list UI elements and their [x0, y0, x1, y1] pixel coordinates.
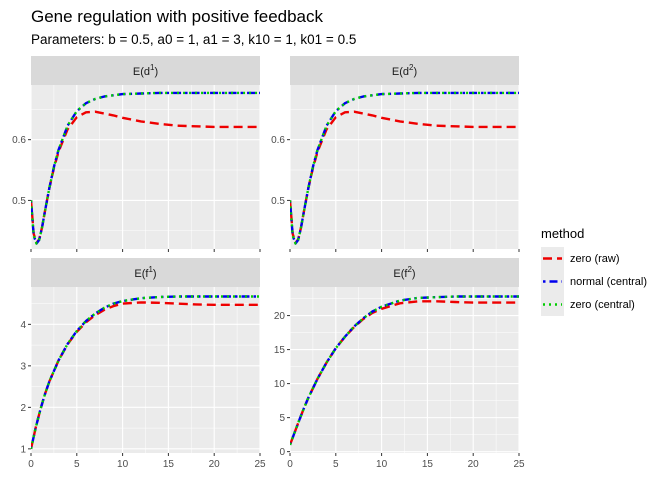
- chart-subtitle: Parameters: b = 0.5, a0 = 1, a1 = 3, k10…: [31, 32, 356, 47]
- y-tick-label: 2: [20, 403, 26, 414]
- x-tick-label: 10: [117, 459, 129, 470]
- legend: method zero (raw) normal (central) zero (c…: [541, 226, 647, 316]
- facet-strip: [31, 56, 260, 85]
- x-tick-label: 15: [422, 459, 434, 470]
- facet-strip-label: E(d1): [133, 63, 158, 78]
- x-tick-label: 0: [28, 459, 34, 470]
- series-line: [31, 110, 260, 245]
- y-tick-label: 1: [20, 444, 26, 455]
- legend-label: zero (central): [570, 299, 635, 311]
- y-tick-label: 0.5: [271, 196, 285, 207]
- series-line: [31, 91, 260, 245]
- y-tick-label: 0.5: [12, 196, 26, 207]
- facet-strip: [31, 258, 260, 287]
- x-tick-label: 20: [209, 459, 221, 470]
- x-tick-label: 10: [376, 459, 388, 470]
- x-tick-label: 5: [333, 459, 339, 470]
- series-line: [290, 91, 519, 245]
- y-tick-label: 10: [274, 379, 286, 390]
- legend-label: zero (raw): [570, 253, 620, 265]
- y-tick-label: 0: [279, 447, 285, 458]
- y-tick-label: 4: [20, 320, 26, 331]
- x-tick-label: 5: [74, 459, 80, 470]
- facet-strip-label: E(f2): [393, 265, 415, 280]
- x-tick-label: 25: [254, 459, 266, 470]
- x-tick-label: 0: [287, 459, 293, 470]
- y-tick-label: 0.6: [271, 135, 285, 146]
- series-line: [31, 91, 260, 245]
- facet-strip: [290, 258, 519, 287]
- y-tick-label: 15: [274, 345, 286, 356]
- series-line: [31, 301, 260, 450]
- legend-key: [541, 247, 564, 270]
- legend-label: normal (central): [570, 276, 647, 288]
- y-tick-label: 5: [279, 413, 285, 424]
- facet-panel: E(f2) 0 5 10 15 20 25 0 5 10 15 20: [274, 258, 525, 470]
- facet-panel: E(d1) 0.5 0.6: [12, 56, 261, 252]
- x-tick-label: 20: [468, 459, 480, 470]
- y-tick-label: 20: [274, 311, 286, 322]
- facet-strip-label: E(f1): [134, 265, 156, 280]
- series-line: [31, 295, 260, 450]
- x-tick-label: 25: [513, 459, 525, 470]
- series-line: [290, 110, 519, 245]
- facet-panels: E(d1) 0.5 0.6 E(d2) 0.5 0.6 E(f1) 0 5 10 15 20 25 1 2 3…: [12, 56, 525, 470]
- facet-panel: E(d2) 0.5 0.6: [271, 56, 520, 252]
- facet-strip-label: E(d2): [392, 63, 417, 78]
- y-tick-label: 3: [20, 361, 26, 372]
- x-tick-label: 15: [163, 459, 175, 470]
- y-tick-label: 0.6: [12, 135, 26, 146]
- chart-title: Gene regulation with positive feedback: [31, 7, 324, 26]
- facet-panel: E(f1) 0 5 10 15 20 25 1 2 3 4: [20, 258, 266, 470]
- legend-key: [541, 293, 564, 316]
- series-line: [290, 295, 519, 446]
- facet-strip: [290, 56, 519, 85]
- legend-title: method: [541, 226, 584, 241]
- series-line: [290, 91, 519, 245]
